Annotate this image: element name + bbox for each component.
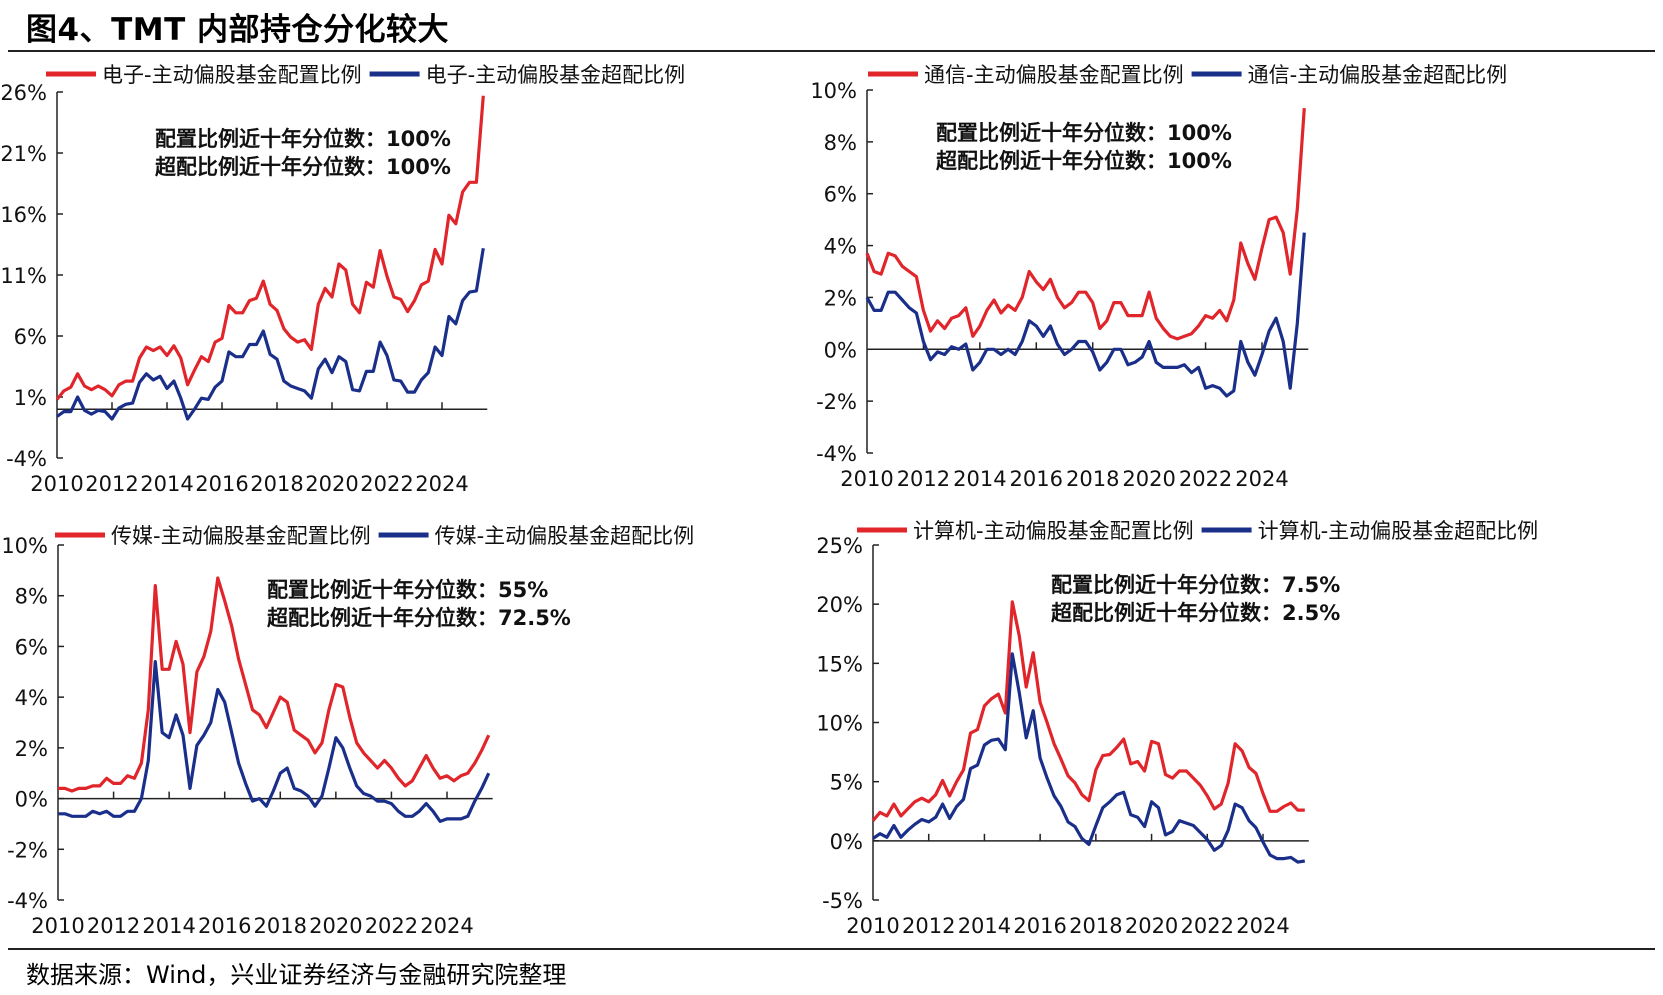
- y-tick-label: 1%: [14, 386, 47, 410]
- legend-label: 计算机-主动偏股基金超配比例: [1258, 519, 1539, 543]
- y-tick-label: 8%: [15, 585, 48, 609]
- legend-label: 通信-主动偏股基金超配比例: [1248, 63, 1508, 87]
- top-divider: [8, 50, 1655, 52]
- x-tick-label: 2010: [840, 467, 893, 491]
- source-note: 数据来源：Wind，兴业证券经济与金融研究院整理: [26, 961, 567, 989]
- y-tick-label: 10%: [816, 712, 863, 736]
- y-tick-label: 2%: [15, 737, 48, 761]
- y-tick-label: 0%: [830, 830, 863, 854]
- y-tick-label: 15%: [816, 652, 863, 676]
- x-tick-label: 2012: [897, 467, 950, 491]
- x-tick-label: 2016: [198, 914, 251, 938]
- overweight-ratio-line: [865, 232, 1306, 398]
- percentile-annotation: 超配比例近十年分位数：100%: [155, 155, 451, 179]
- y-tick-label: 6%: [14, 325, 47, 349]
- figure-title: 图4、TMT 内部持仓分化较大: [26, 12, 450, 48]
- x-tick-label: 2018: [250, 472, 303, 496]
- overweight-ratio-line: [872, 652, 1306, 864]
- y-tick-label: 5%: [830, 771, 863, 795]
- percentile-annotation: 超配比例近十年分位数：100%: [936, 149, 1232, 173]
- percentile-annotation: 配置比例近十年分位数：100%: [936, 121, 1232, 145]
- y-tick-label: 0%: [824, 338, 857, 362]
- x-tick-label: 2016: [1010, 467, 1063, 491]
- y-tick-label: 6%: [15, 635, 48, 659]
- y-tick-label: 8%: [824, 131, 857, 155]
- x-tick-label: 2016: [195, 472, 248, 496]
- y-tick-label: 25%: [816, 534, 863, 558]
- bottom-divider: [8, 948, 1655, 950]
- x-tick-label: 2012: [87, 914, 140, 938]
- legend-label: 传媒-主动偏股基金超配比例: [435, 524, 695, 548]
- x-tick-label: 2012: [85, 472, 138, 496]
- y-tick-label: -4%: [7, 889, 48, 913]
- x-tick-label: 2014: [142, 914, 195, 938]
- allocation-ratio-line: [55, 95, 485, 401]
- x-tick-label: 2018: [1066, 467, 1119, 491]
- percentile-annotation: 超配比例近十年分位数：2.5%: [1051, 601, 1340, 625]
- allocation-ratio-line: [865, 107, 1306, 341]
- x-tick-label: 2010: [30, 472, 83, 496]
- x-tick-label: 2020: [309, 914, 362, 938]
- y-tick-label: 4%: [15, 686, 48, 710]
- overweight-ratio-line: [58, 660, 491, 823]
- x-tick-label: 2014: [958, 914, 1011, 938]
- x-tick-label: 2018: [254, 914, 307, 938]
- allocation-ratio-line: [871, 600, 1305, 822]
- x-tick-label: 2024: [415, 472, 468, 496]
- y-tick-label: 0%: [15, 788, 48, 812]
- legend-label: 电子-主动偏股基金配置比例: [102, 63, 362, 87]
- percentile-annotation: 配置比例近十年分位数：7.5%: [1051, 573, 1340, 597]
- x-tick-label: 2022: [365, 914, 418, 938]
- x-tick-label: 2016: [1013, 914, 1066, 938]
- chart-panel-3: -4%-2%0%2%4%6%8%10%2010 2012 2014 2016 2018 2…: [1, 524, 694, 938]
- y-tick-label: 10%: [810, 79, 857, 103]
- legend-label: 传媒-主动偏股基金配置比例: [111, 524, 371, 548]
- y-tick-label: 11%: [0, 264, 47, 288]
- x-tick-label: 2020: [1122, 467, 1175, 491]
- y-tick-label: -4%: [6, 447, 47, 471]
- x-tick-label: 2024: [1236, 914, 1289, 938]
- y-tick-label: -4%: [816, 442, 857, 466]
- chart-panel-2: -4%-2%0%2%4%6%8%10%2010 2012 2014 2016 2018 2…: [810, 63, 1507, 491]
- legend-label: 通信-主动偏股基金配置比例: [924, 63, 1184, 87]
- y-tick-label: -2%: [816, 390, 857, 414]
- percentile-annotation: 配置比例近十年分位数：100%: [155, 127, 451, 151]
- x-tick-label: 2014: [953, 467, 1006, 491]
- x-tick-label: 2018: [1069, 914, 1122, 938]
- y-tick-label: 16%: [0, 203, 47, 227]
- y-tick-label: -2%: [7, 838, 48, 862]
- y-tick-label: 4%: [824, 235, 857, 259]
- x-tick-label: 2024: [420, 914, 473, 938]
- y-tick-label: 21%: [0, 142, 47, 166]
- x-tick-label: 2022: [360, 472, 413, 496]
- legend-label: 电子-主动偏股基金超配比例: [426, 63, 686, 87]
- x-tick-label: 2022: [1179, 467, 1232, 491]
- x-tick-label: 2022: [1181, 914, 1234, 938]
- x-tick-label: 2024: [1235, 467, 1288, 491]
- y-tick-label: 10%: [1, 534, 48, 558]
- y-tick-label: 26%: [0, 81, 47, 105]
- overweight-ratio-line: [56, 247, 485, 421]
- y-tick-label: 20%: [816, 593, 863, 617]
- x-tick-label: 2020: [305, 472, 358, 496]
- percentile-annotation: 配置比例近十年分位数：55%: [267, 578, 548, 602]
- x-tick-label: 2020: [1125, 914, 1178, 938]
- percentile-annotation: 超配比例近十年分位数：72.5%: [267, 606, 571, 630]
- chart-panel-1: -4%1%6%11%16%21%26%2010 2012 2014 2016 2018 2…: [0, 63, 685, 496]
- y-tick-label: -5%: [822, 889, 863, 913]
- x-tick-label: 2012: [902, 914, 955, 938]
- y-tick-label: 2%: [824, 286, 857, 310]
- legend-label: 计算机-主动偏股基金配置比例: [913, 519, 1194, 543]
- allocation-ratio-line: [58, 576, 491, 793]
- x-tick-label: 2010: [846, 914, 899, 938]
- x-tick-label: 2010: [31, 914, 84, 938]
- x-tick-label: 2014: [140, 472, 193, 496]
- y-tick-label: 6%: [824, 183, 857, 207]
- chart-panel-4: -5%0%5%10%15%20%25%2010 2012 2014 2016 2018 2…: [816, 519, 1538, 938]
